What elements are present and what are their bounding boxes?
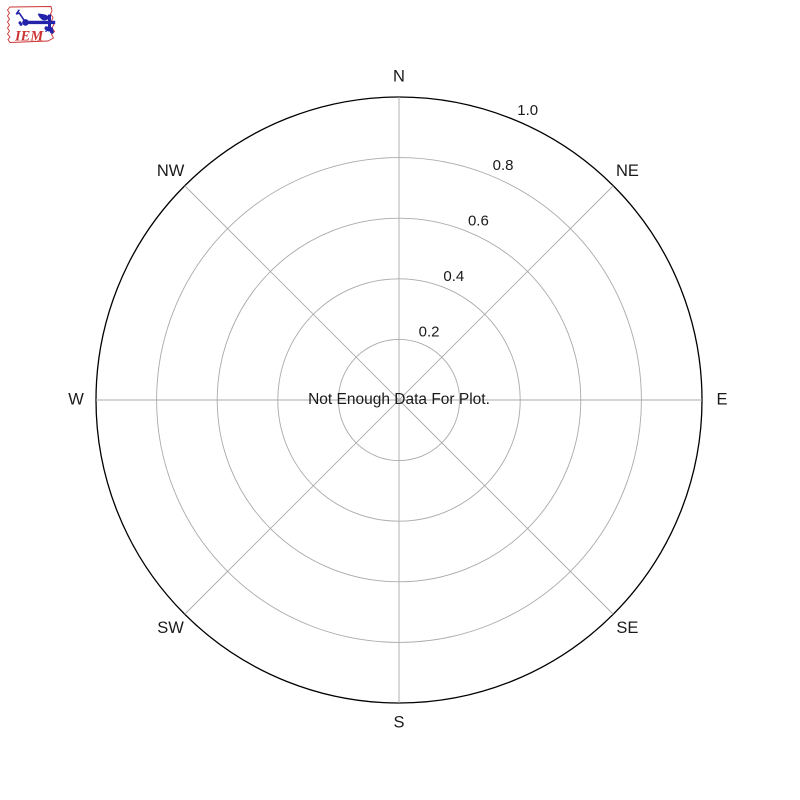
svg-text:SW: SW: [157, 619, 184, 637]
svg-text:SE: SE: [616, 619, 638, 637]
svg-text:NE: NE: [616, 162, 639, 180]
svg-text:0.6: 0.6: [468, 213, 489, 230]
svg-text:IEM: IEM: [14, 29, 44, 45]
svg-text:0.4: 0.4: [443, 268, 464, 285]
svg-text:S: S: [393, 713, 404, 731]
svg-text:W: W: [68, 390, 84, 408]
svg-text:NW: NW: [157, 162, 185, 180]
svg-text:Not Enough Data For Plot.: Not Enough Data For Plot.: [308, 391, 490, 408]
svg-text:1.0: 1.0: [517, 102, 538, 119]
svg-text:0.2: 0.2: [419, 323, 440, 340]
svg-text:0.8: 0.8: [493, 157, 514, 174]
svg-text:N: N: [393, 67, 405, 85]
svg-text:E: E: [716, 390, 727, 408]
